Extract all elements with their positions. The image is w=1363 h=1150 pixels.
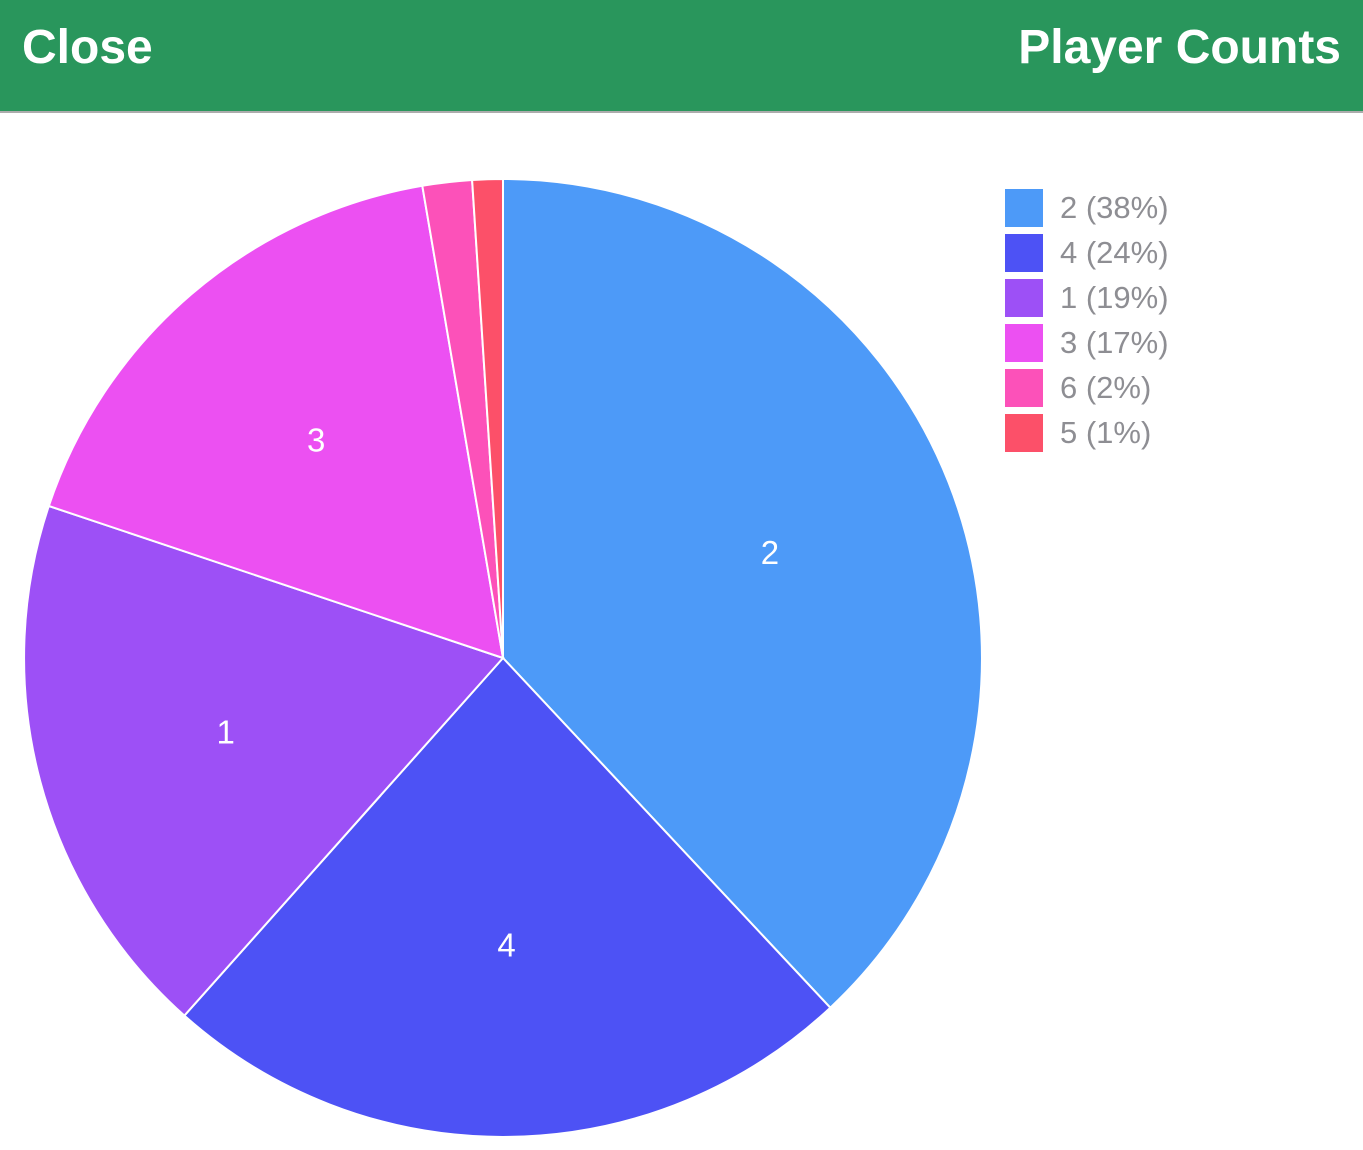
legend-item-5[interactable]: 5 (1%) — [1005, 414, 1169, 452]
legend-label: 5 (1%) — [1060, 415, 1152, 450]
legend-item-4[interactable]: 4 (24%) — [1005, 234, 1169, 272]
legend-swatch-icon — [1005, 279, 1043, 317]
legend-item-6[interactable]: 6 (2%) — [1005, 369, 1169, 407]
page-title: Player Counts — [1018, 20, 1341, 74]
pie-slice-3[interactable] — [47, 184, 505, 660]
legend-label: 6 (2%) — [1060, 370, 1152, 405]
legend-swatch-icon — [1005, 189, 1043, 227]
pie-slice-1[interactable] — [23, 504, 505, 1018]
legend-label: 3 (17%) — [1060, 325, 1169, 360]
legend-swatch-icon — [1005, 369, 1043, 407]
nav-bar: Close Player Counts — [0, 0, 1363, 113]
legend-swatch-icon — [1005, 324, 1043, 362]
legend-swatch-icon — [1005, 414, 1043, 452]
legend-item-1[interactable]: 1 (19%) — [1005, 279, 1169, 317]
legend-label: 1 (19%) — [1060, 280, 1169, 315]
close-button[interactable]: Close — [22, 20, 153, 74]
pie-slice-5[interactable] — [471, 177, 504, 659]
pie-slice-4[interactable] — [182, 656, 832, 1138]
legend-swatch-icon — [1005, 234, 1043, 272]
legend-item-2[interactable]: 2 (38%) — [1005, 189, 1169, 227]
pie-slice-2[interactable] — [502, 177, 983, 1010]
legend-label: 2 (38%) — [1060, 190, 1169, 225]
legend-item-3[interactable]: 3 (17%) — [1005, 324, 1169, 362]
chart-legend: 2 (38%) 4 (24%) 1 (19%) 3 (17%) 6 (2%) 5 (1%) — [1005, 189, 1169, 452]
legend-label: 4 (24%) — [1060, 235, 1169, 270]
